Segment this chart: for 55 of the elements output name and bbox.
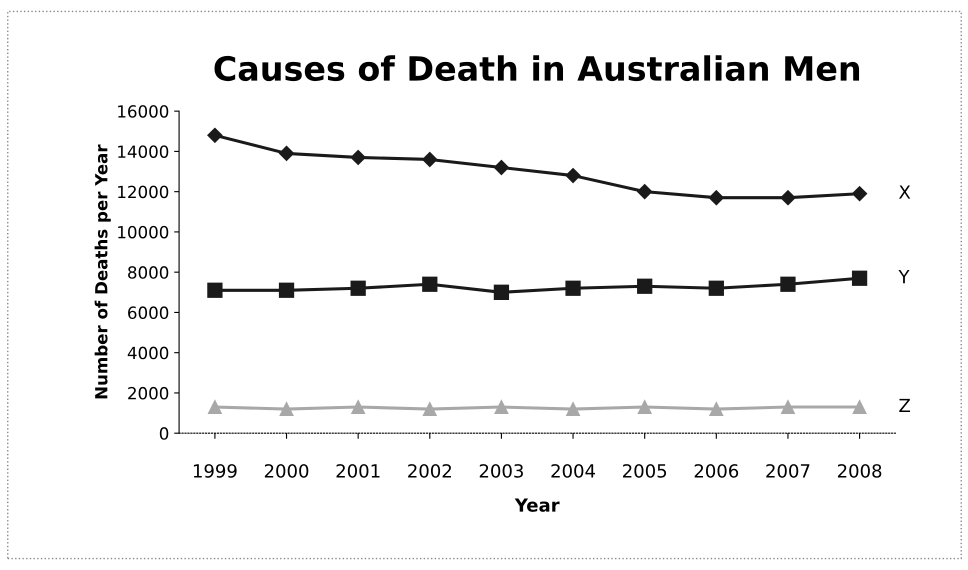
point — [708, 280, 724, 296]
y-tick-label: 14000 — [118, 145, 168, 158]
y-tick-label: 12000 — [118, 186, 168, 198]
point — [207, 282, 223, 298]
x-tick-label: 2003 — [480, 464, 523, 478]
x-tick-label: 2000 — [264, 464, 308, 478]
y-tick-label: 2000 — [128, 386, 168, 400]
point — [565, 168, 581, 184]
point — [566, 402, 580, 416]
point — [494, 400, 508, 414]
y-tick-label: 8000 — [128, 266, 168, 279]
point — [422, 402, 437, 416]
point — [422, 276, 438, 292]
chart-title: Causes of Death in Australian Men — [214, 55, 860, 82]
point — [494, 160, 509, 176]
point — [280, 402, 294, 416]
point — [638, 400, 652, 414]
point — [780, 276, 796, 292]
point — [852, 186, 868, 202]
point — [637, 184, 652, 200]
point — [350, 150, 366, 166]
x-axis-title: Year — [514, 498, 560, 512]
point — [422, 152, 438, 168]
point — [852, 270, 868, 286]
point — [207, 128, 222, 143]
y-tick-label: 4000 — [128, 346, 168, 360]
point — [565, 280, 581, 296]
point — [350, 280, 366, 296]
point — [278, 282, 294, 298]
series-label: Y — [898, 270, 910, 284]
series-label: X — [899, 185, 910, 199]
point — [494, 284, 510, 300]
x-tick-label: 2008 — [838, 464, 882, 478]
point — [637, 278, 652, 294]
point — [708, 190, 724, 206]
y-tick-label: 6000 — [128, 306, 168, 319]
x-tick-label: 2007 — [766, 464, 810, 478]
x-tick-label: 2006 — [694, 464, 738, 478]
point — [852, 400, 867, 414]
point — [780, 190, 796, 206]
x-tick-label: 2005 — [623, 464, 666, 478]
series-label: Z — [899, 398, 910, 412]
x-tick-label: 1999 — [194, 464, 237, 478]
x-tick-label: 2004 — [551, 464, 596, 478]
point — [208, 400, 222, 414]
y-tick-label: 0 — [160, 427, 168, 440]
point — [781, 400, 795, 414]
y-tick-label: 10000 — [118, 226, 168, 238]
y-tick-label: 16000 — [118, 105, 168, 118]
point — [351, 400, 366, 414]
x-tick-label: 2002 — [408, 464, 451, 478]
y-axis-title: Number of Deaths per Year — [94, 144, 111, 398]
point — [278, 146, 294, 161]
x-tick-label: 2001 — [336, 464, 380, 478]
point — [709, 402, 724, 416]
